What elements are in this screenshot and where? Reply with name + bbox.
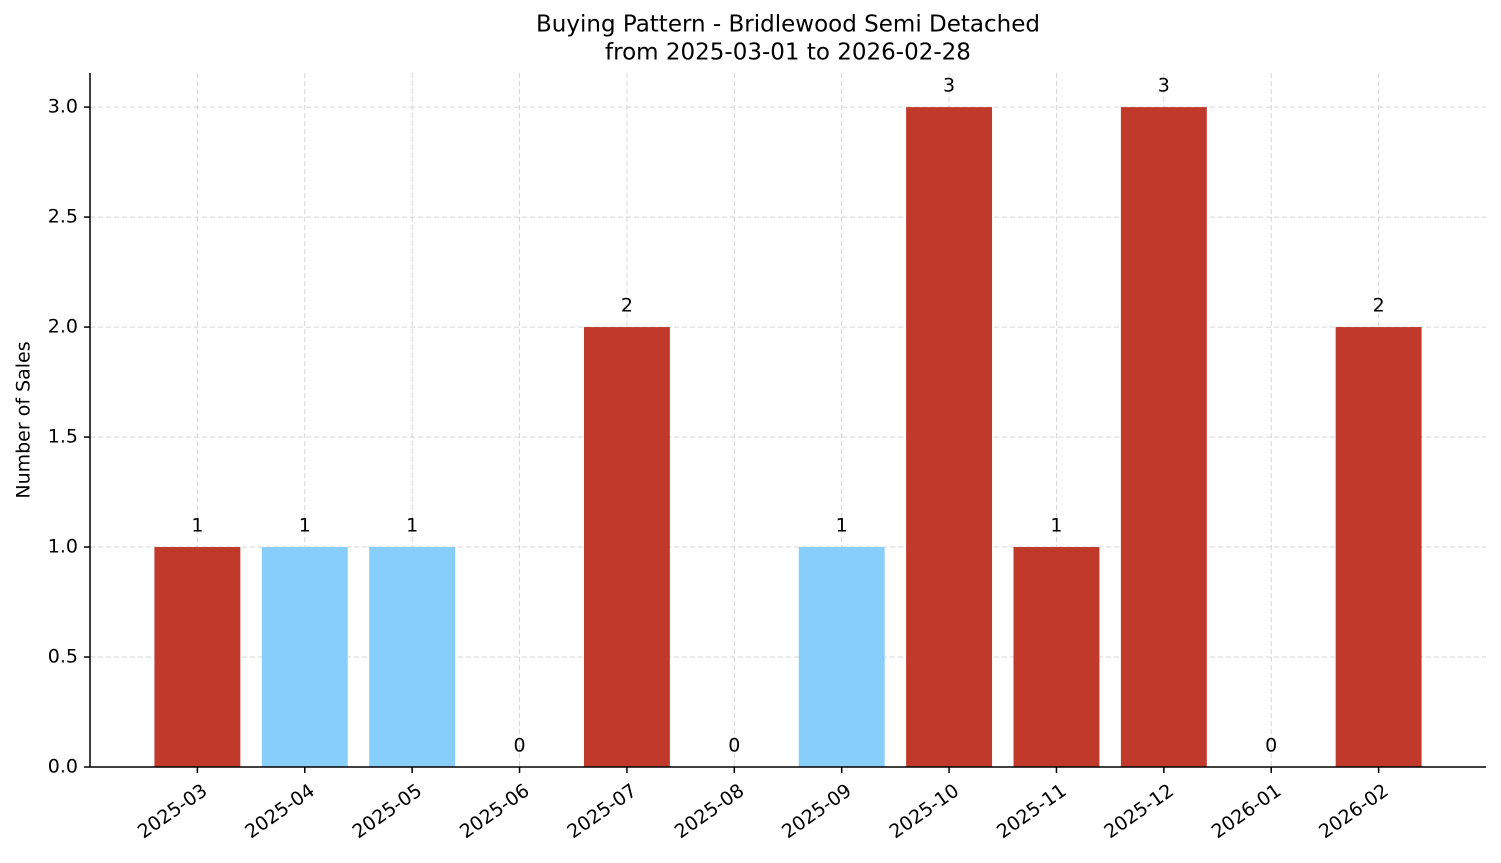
y-tick-label: 1.0 [48, 536, 78, 558]
x-tick-label: 2025-12 [1100, 780, 1178, 844]
chart-title: Buying Pattern - Bridlewood Semi Detache… [536, 12, 1040, 38]
data-label: 2 [621, 295, 633, 317]
bar [154, 547, 241, 767]
data-label: 0 [1265, 735, 1277, 757]
bar [1120, 107, 1207, 767]
x-tick-label: 2025-11 [993, 780, 1071, 844]
data-label: 2 [1373, 295, 1385, 317]
y-tick-label: 2.5 [48, 206, 78, 228]
y-tick-label: 3.0 [48, 96, 78, 118]
data-label: 1 [1050, 515, 1062, 537]
x-tick-label: 2025-04 [241, 780, 319, 844]
y-tick-label: 2.0 [48, 316, 78, 338]
x-tick-label: 2025-10 [885, 780, 963, 844]
bar [798, 547, 885, 767]
data-label: 1 [299, 515, 311, 537]
data-label: 1 [406, 515, 418, 537]
x-tick-label: 2026-01 [1208, 780, 1286, 844]
x-tick-label: 2025-09 [778, 780, 856, 844]
y-axis-label: Number of Sales [13, 341, 35, 498]
bar [583, 327, 670, 767]
x-tick-label: 2025-05 [349, 780, 427, 844]
bar [261, 547, 348, 767]
data-label: 3 [1158, 75, 1170, 97]
y-tick-label: 1.5 [48, 426, 78, 448]
x-tick-label: 2026-02 [1315, 780, 1393, 844]
x-tick-label: 2025-07 [563, 780, 641, 844]
chart-subtitle: from 2025-03-01 to 2026-02-28 [605, 40, 971, 66]
bar [1335, 327, 1422, 767]
bar [906, 107, 993, 767]
data-label: 0 [513, 735, 525, 757]
data-label: 1 [836, 515, 848, 537]
data-label: 0 [728, 735, 740, 757]
data-label: 1 [191, 515, 203, 537]
x-tick-label: 2025-06 [456, 780, 534, 844]
bar [1013, 547, 1100, 767]
y-tick-label: 0.5 [48, 646, 78, 668]
x-tick-label: 2025-03 [134, 780, 212, 844]
bar [369, 547, 456, 767]
data-label: 3 [943, 75, 955, 97]
y-tick-label: 0.0 [48, 756, 78, 778]
x-tick-label: 2025-08 [671, 780, 749, 844]
